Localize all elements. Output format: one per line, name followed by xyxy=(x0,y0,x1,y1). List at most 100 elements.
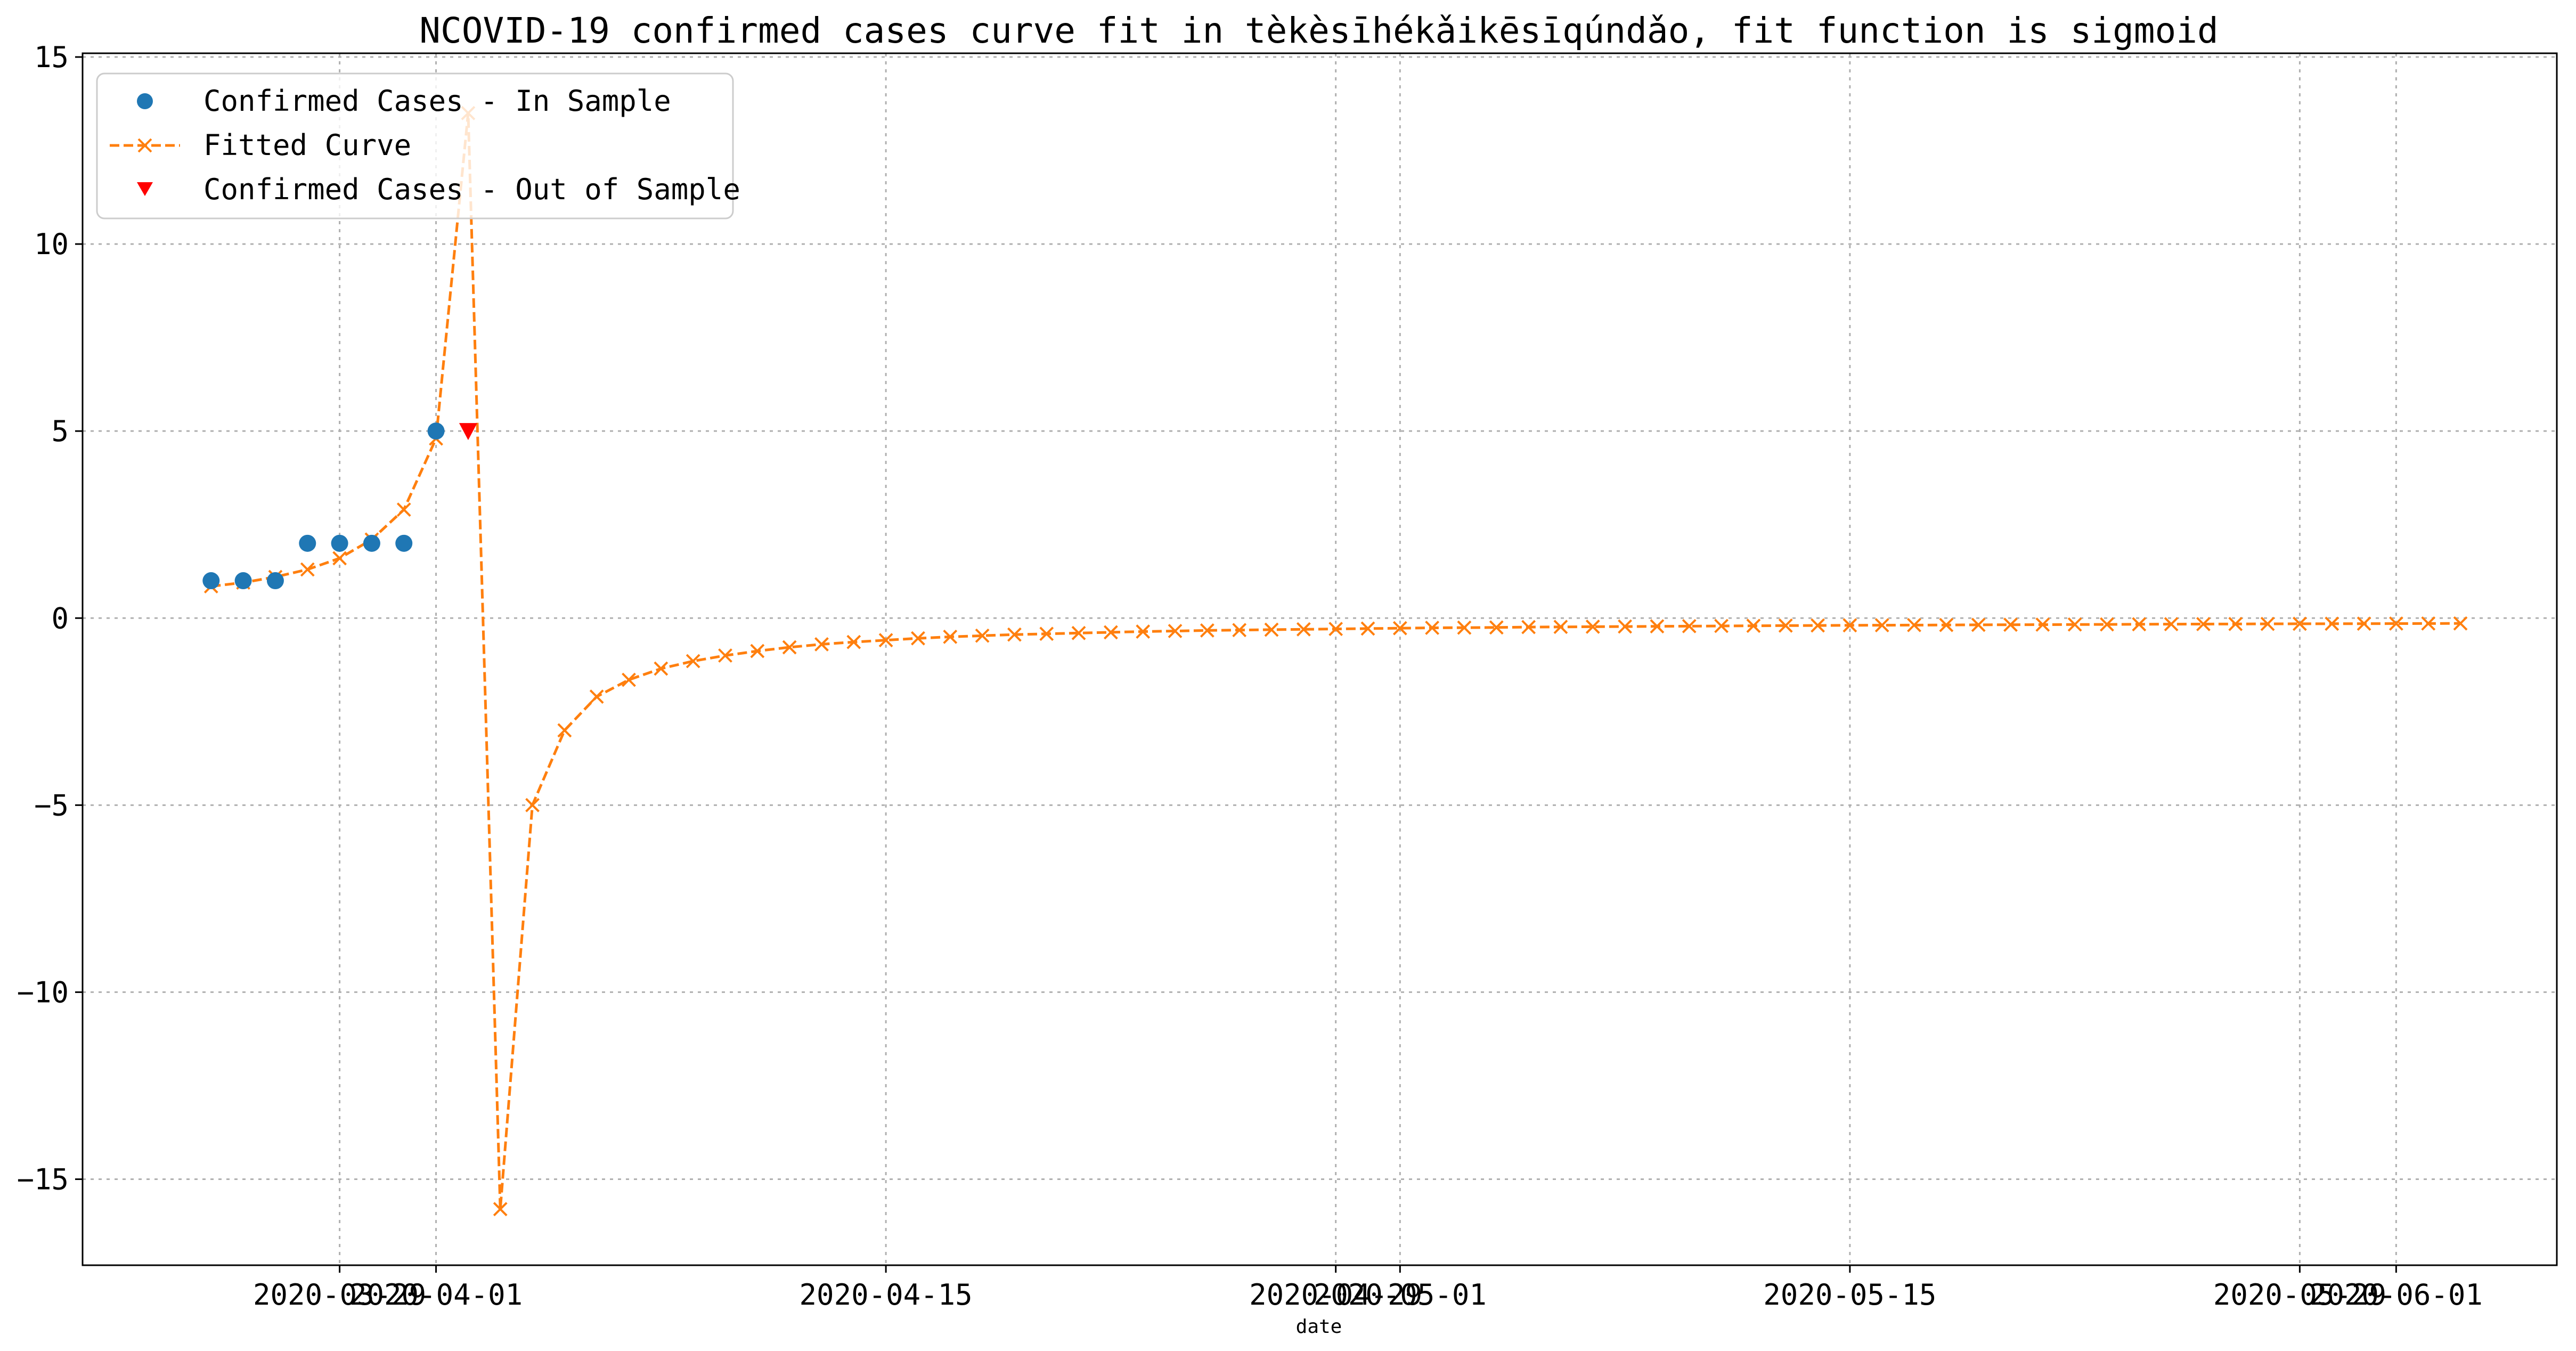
in-sample-point xyxy=(363,534,380,552)
y-tick-label: 15 xyxy=(34,40,69,74)
fitted-curve-point xyxy=(686,654,700,669)
fitted-curve-point xyxy=(1425,621,1440,635)
fitted-curve-point xyxy=(1843,618,1857,633)
y-tick-label: −10 xyxy=(17,975,69,1009)
fitted-curve-point xyxy=(943,629,958,644)
y-tick-label: 10 xyxy=(34,227,69,261)
y-tick-label: 5 xyxy=(51,414,69,448)
plot-frame xyxy=(81,52,2558,1266)
legend-label-fitted-curve: Fitted Curve xyxy=(203,128,411,162)
chart-title: NCOVID-19 confirmed cases curve fit in t… xyxy=(419,10,2219,51)
fitted-curve-point xyxy=(750,644,765,658)
legend-label-out-of-sample: Confirmed Cases - Out of Sample xyxy=(203,173,740,206)
fitted-curve-point xyxy=(2164,617,2179,632)
fitted-curve-point xyxy=(1039,626,1054,641)
fitted-curve-point xyxy=(1746,618,1761,633)
x-tick-label: 2020-05-29 xyxy=(2213,1278,2386,1312)
fitted-curve-point xyxy=(1328,622,1343,637)
fitted-curve-point xyxy=(718,648,732,663)
fitted-curve-point xyxy=(2100,617,2114,632)
fitted-curve-point xyxy=(1714,618,1729,633)
out-of-sample-point xyxy=(459,423,477,441)
x-axis-label: date xyxy=(1296,1316,1342,1338)
fitted-curve-point xyxy=(396,502,411,517)
fitted-curve-point xyxy=(878,633,893,648)
fitted-curve-point xyxy=(493,1202,508,1217)
fitted-curve-point xyxy=(589,689,604,704)
fitted-curve-point xyxy=(846,634,861,649)
legend-marker-in-sample xyxy=(137,93,153,109)
in-sample-point xyxy=(202,572,220,590)
x-tick-label: 2020-05-15 xyxy=(1763,1278,1936,1312)
fitted-curve-point xyxy=(911,631,925,646)
y-tick-label: 0 xyxy=(51,601,69,635)
fitted-curve-point xyxy=(1457,620,1472,635)
fitted-curve-point xyxy=(300,562,315,577)
fitted-curve-point xyxy=(975,628,990,643)
x-tick-label: 2020-05-01 xyxy=(1314,1278,1487,1312)
fitted-curve-point xyxy=(525,797,540,812)
fitted-curve-point xyxy=(2228,616,2243,631)
x-tick-label: 2020-06-01 xyxy=(2310,1278,2483,1312)
in-sample-point xyxy=(234,572,252,590)
fitted-curve-point xyxy=(1007,627,1022,642)
fitted-curve-point xyxy=(1939,617,1954,632)
legend-entry-in-sample: Confirmed Cases - In Sample xyxy=(137,84,671,118)
fitted-curve-point xyxy=(1103,625,1118,640)
legend-entry-out-of-sample: Confirmed Cases - Out of Sample xyxy=(137,173,740,206)
fitted-curve-point xyxy=(2357,616,2371,631)
fitted-curve-point xyxy=(1136,624,1151,639)
fitted-curve-point xyxy=(2035,617,2050,632)
fitted-curve-point xyxy=(1232,623,1247,638)
fitted-curve-point xyxy=(2003,617,2018,632)
fitted-curve-point xyxy=(1168,624,1183,638)
fitted-curve-point xyxy=(1200,623,1214,638)
fitted-curve-point xyxy=(1071,625,1086,640)
fitted-curve-point xyxy=(2421,616,2436,631)
fitted-curve-point xyxy=(814,637,829,652)
x-tick-label: 2020-03-29 xyxy=(253,1278,426,1312)
fitted-curve-point xyxy=(1907,617,1921,632)
fitted-curve-point xyxy=(2067,617,2082,632)
fitted-curve-point xyxy=(622,672,636,687)
fitted-curve-point xyxy=(1874,618,1889,633)
fitted-curve-point xyxy=(2453,616,2468,631)
fitted-curve-point xyxy=(557,723,572,738)
fitted-curve-point xyxy=(1392,621,1407,636)
in-sample-point xyxy=(427,422,445,440)
fitted-curve-point xyxy=(1650,619,1665,634)
fitted-curve-point xyxy=(2325,616,2339,631)
legend-box xyxy=(96,72,734,219)
fitted-curve-point xyxy=(1521,620,1536,634)
y-tick-label: −5 xyxy=(34,788,69,822)
in-sample-point xyxy=(266,572,284,590)
y-tick-label: −15 xyxy=(17,1163,69,1197)
series-layer xyxy=(202,105,2468,1217)
in-sample-point xyxy=(299,534,316,552)
in-sample-point xyxy=(395,534,413,552)
fitted-curve-point xyxy=(1618,619,1632,634)
fitted-curve-point xyxy=(1296,622,1311,637)
legend-marker-out-of-sample xyxy=(137,182,153,196)
fitted-curve-point xyxy=(2292,616,2307,631)
fitted-curve-point xyxy=(1553,620,1568,634)
fitted-curve-point xyxy=(1811,618,1825,633)
fitted-curve-point xyxy=(332,551,347,566)
x-tick-label: 2020-04-15 xyxy=(800,1278,973,1312)
x-tick-label: 2020-04-01 xyxy=(349,1278,523,1312)
fitted-curve-point xyxy=(2388,616,2403,631)
fitted-curve-point xyxy=(1682,618,1697,633)
fitted-curve-point xyxy=(2260,616,2275,631)
in-sample-point xyxy=(331,534,348,552)
fitted-curve-point xyxy=(1264,622,1279,637)
fitted-curve-point xyxy=(2132,617,2147,632)
fitted-curve-point xyxy=(782,640,797,655)
fitted-curve-point xyxy=(1778,618,1793,633)
legend-marker-fitted-curve xyxy=(137,138,152,153)
fitted-curve-point xyxy=(654,661,669,676)
x-tick-label: 2020-04-29 xyxy=(1249,1278,1422,1312)
legend: Confirmed Cases - In Sample Fitted Curve… xyxy=(96,72,740,219)
